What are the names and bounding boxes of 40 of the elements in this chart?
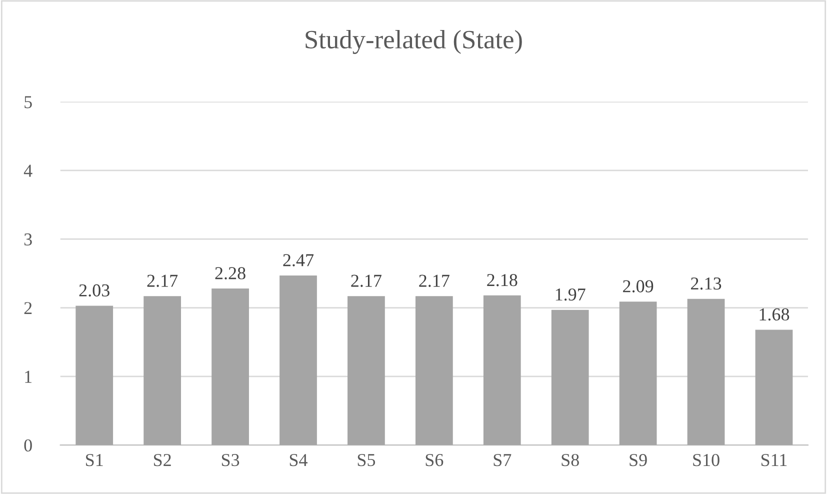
bar — [755, 330, 793, 446]
x-tick-label: S10 — [693, 454, 720, 466]
data-label: 2.47 — [283, 254, 314, 266]
chart-title: Study-related (State) — [306, 30, 522, 54]
data-label: 2.17 — [419, 274, 450, 287]
data-label: 2.13 — [691, 277, 722, 290]
bar — [619, 302, 657, 446]
x-tick-label: S9 — [630, 454, 647, 466]
y-tick-label: 3 — [24, 233, 32, 246]
bar — [212, 288, 249, 446]
y-tick-label: 5 — [24, 96, 32, 108]
x-tick-label: S3 — [222, 454, 240, 466]
data-label: 1.68 — [760, 308, 790, 321]
y-tick-label: 2 — [24, 302, 32, 314]
data-label: 2.17 — [351, 274, 382, 287]
y-tick-label: 4 — [24, 164, 32, 177]
bar — [687, 298, 725, 446]
bar — [76, 306, 114, 446]
x-tick-label: S1 — [86, 454, 103, 466]
x-tick-label: S2 — [154, 454, 171, 466]
bar — [144, 296, 182, 446]
bar — [348, 296, 385, 446]
data-label: 2.28 — [215, 267, 246, 280]
data-label: 2.03 — [79, 284, 110, 297]
data-label: 2.18 — [487, 274, 518, 286]
data-label: 2.09 — [623, 280, 654, 292]
y-tick-label: 1 — [25, 370, 32, 383]
x-tick-label: S11 — [761, 454, 787, 466]
x-tick-label: S8 — [562, 454, 579, 466]
bar — [551, 310, 589, 446]
bar — [280, 275, 317, 446]
x-tick-label: S4 — [290, 454, 308, 466]
data-label: 2.17 — [147, 274, 178, 287]
x-tick-label: S5 — [358, 454, 376, 466]
x-tick-label: S6 — [426, 454, 444, 466]
data-label: 1.97 — [556, 288, 586, 301]
x-tick-label: S7 — [494, 454, 512, 466]
bar — [415, 296, 453, 446]
y-tick-label: 0 — [24, 439, 32, 452]
bar — [483, 295, 521, 446]
